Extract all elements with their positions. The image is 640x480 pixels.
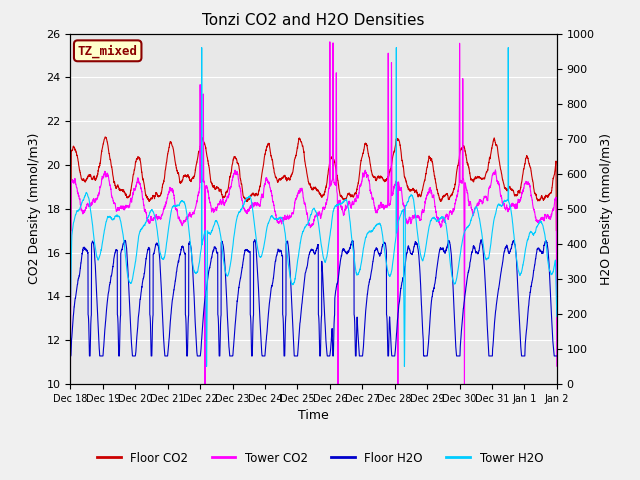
- Tower CO2: [450, 208, 458, 214]
- Floor CO2: [101, 134, 109, 140]
- Tower CO2: [396, 183, 403, 189]
- Title: Tonzi CO2 and H2O Densities: Tonzi CO2 and H2O Densities: [202, 13, 425, 28]
- Floor H2O: [450, 299, 458, 305]
- Line: Tower CO2: Tower CO2: [70, 42, 557, 384]
- Tower H2O: [154, 232, 162, 238]
- Floor H2O: [552, 353, 560, 359]
- Floor CO2: [422, 170, 430, 176]
- Floor CO2: [396, 138, 403, 144]
- Floor CO2: [295, 136, 303, 142]
- Floor H2O: [251, 237, 259, 242]
- Floor CO2: [552, 216, 560, 222]
- Tower CO2: [154, 216, 162, 222]
- Tower CO2: [552, 195, 560, 201]
- Tower H2O: [198, 45, 205, 50]
- X-axis label: Time: Time: [298, 409, 329, 422]
- Legend: Floor CO2, Tower CO2, Floor H2O, Tower H2O: Floor CO2, Tower CO2, Floor H2O, Tower H…: [92, 447, 548, 469]
- Tower H2O: [450, 280, 458, 286]
- Line: Tower H2O: Tower H2O: [70, 48, 557, 367]
- Floor H2O: [553, 353, 561, 359]
- Floor CO2: [67, 228, 74, 234]
- Text: TZ_mixed: TZ_mixed: [77, 44, 138, 58]
- Tower CO2: [422, 195, 430, 201]
- Tower H2O: [295, 248, 303, 253]
- Floor H2O: [295, 333, 303, 339]
- Tower CO2: [295, 189, 303, 195]
- Line: Floor CO2: Floor CO2: [70, 137, 557, 231]
- Tower H2O: [203, 364, 211, 370]
- Tower H2O: [422, 241, 430, 247]
- Tower CO2: [553, 363, 561, 369]
- Floor CO2: [553, 228, 561, 234]
- Line: Floor H2O: Floor H2O: [70, 240, 557, 356]
- Floor H2O: [422, 353, 430, 359]
- Tower H2O: [67, 307, 74, 313]
- Tower H2O: [396, 216, 403, 221]
- Floor H2O: [154, 242, 162, 248]
- Floor CO2: [154, 193, 162, 199]
- Tower H2O: [553, 313, 561, 319]
- Tower H2O: [552, 294, 560, 300]
- Floor H2O: [396, 299, 403, 305]
- Floor H2O: [67, 353, 74, 359]
- Tower CO2: [67, 381, 74, 387]
- Y-axis label: CO2 Density (mmol/m3): CO2 Density (mmol/m3): [28, 133, 41, 285]
- Tower CO2: [326, 39, 333, 45]
- Y-axis label: H2O Density (mmol/m3): H2O Density (mmol/m3): [600, 133, 613, 285]
- Floor CO2: [450, 186, 458, 192]
